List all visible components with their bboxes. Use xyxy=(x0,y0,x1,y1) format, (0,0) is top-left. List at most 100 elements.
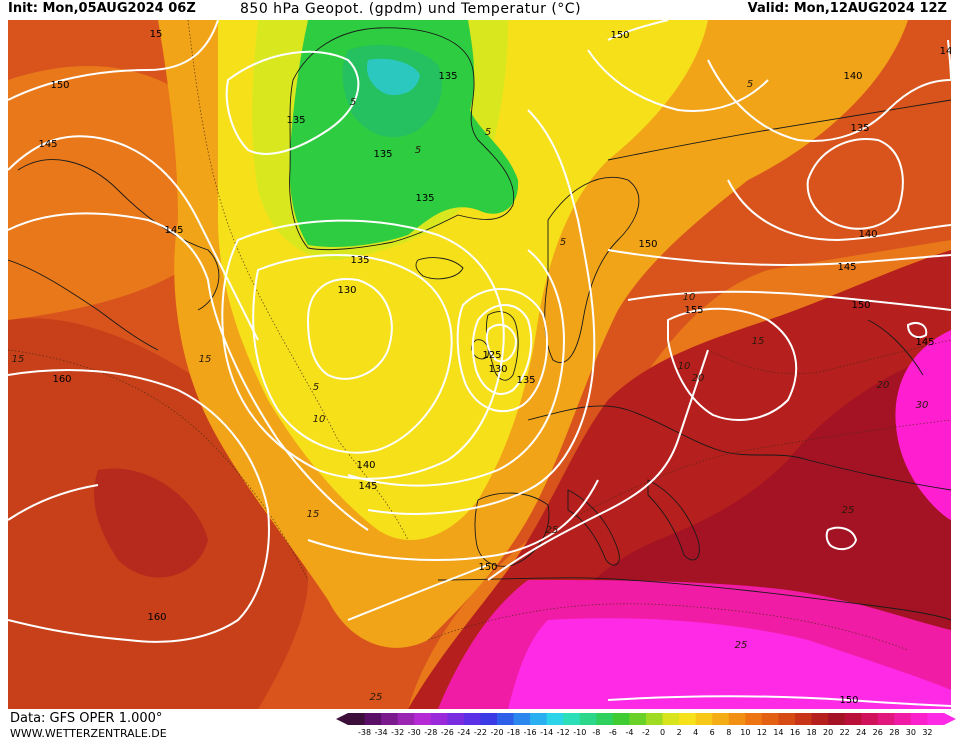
scale-label: 18 xyxy=(806,728,817,737)
scale-swatch xyxy=(828,713,846,725)
temp-label: 10 xyxy=(683,292,696,303)
temp-label: 10 xyxy=(313,414,326,425)
scale-swatch xyxy=(695,713,713,725)
geo-label: 135 xyxy=(350,255,369,266)
geo-label: 155 xyxy=(684,305,703,316)
scale-swatch xyxy=(844,713,862,725)
field-africa-magenta xyxy=(508,618,951,709)
scale-swatch xyxy=(546,713,564,725)
geo-label: 145 xyxy=(164,225,183,236)
geo-label: 160 xyxy=(147,612,166,623)
scale-label: -34 xyxy=(374,728,388,737)
scale-swatch xyxy=(530,713,548,725)
temp-label: 5 xyxy=(350,97,356,108)
scale-label: -14 xyxy=(540,728,554,737)
scale-label: 32 xyxy=(922,728,933,737)
scale-swatch xyxy=(712,713,730,725)
scale-label: -10 xyxy=(573,728,587,737)
scale-label: -30 xyxy=(407,728,421,737)
scale-swatch xyxy=(629,713,647,725)
geo-label: 14 xyxy=(940,46,951,57)
geo-label: 150 xyxy=(851,300,870,311)
geo-label: 125 xyxy=(482,350,501,361)
scale-swatch xyxy=(728,713,746,725)
scale-label: 24 xyxy=(856,728,867,737)
chart-header: Init: Mon,05AUG2024 06Z 850 hPa Geopot. … xyxy=(0,0,959,20)
coastlines xyxy=(8,27,951,621)
temp-label: 25 xyxy=(546,525,559,536)
scale-label: -2 xyxy=(642,728,650,737)
temp-label: 25 xyxy=(735,640,748,651)
geo-label: 130 xyxy=(488,364,507,375)
scale-swatch xyxy=(761,713,779,725)
weather-map: 150 145 145 135 135 135 135 135 130 125 … xyxy=(8,20,951,709)
temp-label: 20 xyxy=(692,373,705,384)
scale-swatch xyxy=(910,713,928,725)
scale-swatch xyxy=(397,713,415,725)
temp-label: 15 xyxy=(199,354,212,365)
scale-label: 6 xyxy=(709,728,715,737)
field-atlantic-core xyxy=(94,468,208,578)
scale-swatch xyxy=(679,713,697,725)
valid-time: Valid: Mon,12AUG2024 12Z xyxy=(747,1,947,16)
temp-label: 30 xyxy=(916,400,929,411)
scale-swatch xyxy=(463,713,481,725)
isohypse-labels: 150 145 145 135 135 135 135 135 130 125 … xyxy=(38,29,951,706)
isotherm-labels: 5 5 5 15 10 15 15 5 10 5 15 20 20 30 25 … xyxy=(12,79,929,703)
scale-label: -16 xyxy=(523,728,537,737)
chart-footer: Data: GFS OPER 1.000° WWW.WETTERZENTRALE… xyxy=(0,709,959,741)
scale-swatch xyxy=(927,713,945,725)
scale-swatch xyxy=(563,713,581,725)
scale-arrow-right xyxy=(944,713,956,725)
scale-label: 16 xyxy=(789,728,801,737)
scale-label: 14 xyxy=(773,728,784,737)
scale-label: 4 xyxy=(693,728,699,737)
scale-swatch xyxy=(447,713,465,725)
scale-label: 22 xyxy=(839,728,850,737)
scale-label: -26 xyxy=(440,728,454,737)
geo-label: 140 xyxy=(858,229,877,240)
scale-label: -38 xyxy=(358,728,372,737)
scale-swatch xyxy=(364,713,382,725)
geo-label: 150 xyxy=(610,30,629,41)
color-scale-bar xyxy=(336,713,956,725)
geo-label: 150 xyxy=(50,80,69,91)
temp-label: 15 xyxy=(12,354,25,365)
temp-label: 15 xyxy=(307,509,320,520)
scale-swatch xyxy=(513,713,531,725)
geo-label: 15 xyxy=(150,29,163,40)
data-source: Data: GFS OPER 1.000° xyxy=(10,711,163,726)
scale-label: -12 xyxy=(556,728,570,737)
temp-label: 5 xyxy=(560,237,566,248)
geo-label: 145 xyxy=(358,481,377,492)
temp-label: 10 xyxy=(678,361,691,372)
isotherms xyxy=(8,20,951,651)
field-orange-west xyxy=(8,66,218,320)
scale-swatch xyxy=(579,713,597,725)
geo-label: 135 xyxy=(415,193,434,204)
scale-label: 20 xyxy=(823,728,834,737)
scale-label: -18 xyxy=(507,728,521,737)
temp-label: 5 xyxy=(485,127,491,138)
scale-label: -6 xyxy=(608,728,617,737)
scale-swatch xyxy=(430,713,448,725)
scale-swatch xyxy=(646,713,664,725)
scale-swatch xyxy=(811,713,829,725)
geo-label: 140 xyxy=(356,460,375,471)
scale-swatch xyxy=(778,713,796,725)
scale-label: -8 xyxy=(592,728,601,737)
geo-label: 135 xyxy=(286,115,305,126)
geo-label: 160 xyxy=(52,374,71,385)
scale-label: 8 xyxy=(726,728,732,737)
scale-swatch xyxy=(612,713,630,725)
geo-label: 145 xyxy=(38,139,57,150)
init-time: Init: Mon,05AUG2024 06Z xyxy=(8,1,196,16)
scale-label: 30 xyxy=(905,728,916,737)
temp-label: 15 xyxy=(752,336,765,347)
geo-label: 135 xyxy=(516,375,535,386)
geo-label: 135 xyxy=(850,123,869,134)
scale-label: -32 xyxy=(391,728,405,737)
isohypses xyxy=(8,20,951,707)
temp-label: 5 xyxy=(747,79,753,90)
color-scale-labels: -38 -34 -32 -30 -28 -26 -24 -22 -20 -18 -16 -14 -12-… xyxy=(336,728,956,740)
